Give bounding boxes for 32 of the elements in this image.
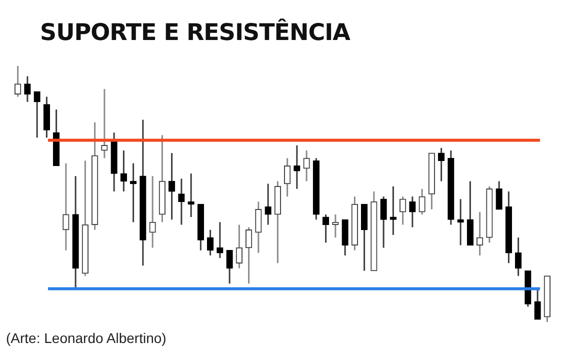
candlestick bbox=[62, 162, 70, 252]
candlestick bbox=[178, 178, 185, 226]
candlestick bbox=[418, 188, 426, 216]
candlestick bbox=[476, 211, 484, 256]
candlestick bbox=[438, 147, 445, 182]
candlestick bbox=[34, 90, 40, 138]
candlestick bbox=[101, 88, 108, 159]
candlestick bbox=[294, 144, 300, 190]
candlestick bbox=[399, 196, 406, 226]
candlestick bbox=[149, 175, 156, 249]
candlestick bbox=[514, 236, 522, 277]
candlestick bbox=[380, 196, 387, 249]
candlestick bbox=[534, 288, 541, 320]
candlestick bbox=[24, 75, 31, 103]
candlestick bbox=[245, 226, 252, 284]
candlestick bbox=[496, 180, 502, 210]
candlestick bbox=[216, 221, 224, 259]
candlestick bbox=[390, 186, 397, 236]
candlestick bbox=[284, 157, 291, 198]
chart-title: SUPORTE E RESISTÊNCIA bbox=[40, 20, 350, 46]
candlestick bbox=[264, 183, 272, 226]
candlestick bbox=[236, 224, 243, 269]
candlestick bbox=[409, 196, 416, 228]
candlestick bbox=[120, 150, 128, 192]
candlestick bbox=[168, 152, 176, 220]
candlestick bbox=[303, 150, 310, 182]
candlestick bbox=[322, 214, 330, 244]
candlestick bbox=[14, 65, 22, 98]
candlestick bbox=[226, 250, 233, 284]
candlestick bbox=[255, 200, 262, 254]
candlestick bbox=[206, 229, 214, 256]
text: (Arte: Leonardo Albertino) bbox=[6, 330, 166, 346]
